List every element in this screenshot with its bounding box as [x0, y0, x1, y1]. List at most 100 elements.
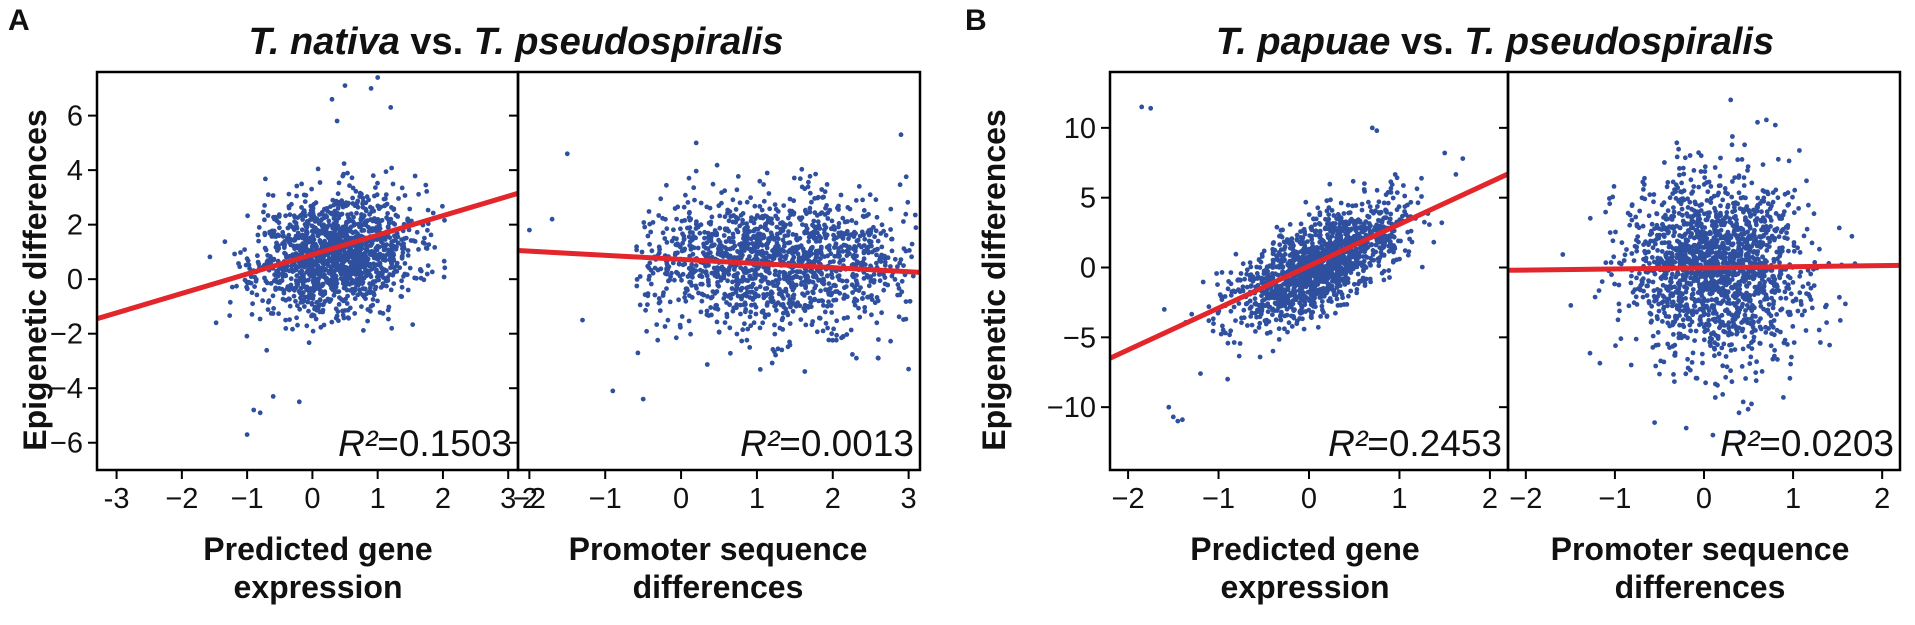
plot-b1-point — [1380, 220, 1385, 225]
plot-a1-point — [362, 213, 367, 218]
plot-b1-point — [1321, 310, 1326, 315]
plot-a2-point — [701, 250, 706, 255]
plot-a2-point — [728, 239, 733, 244]
plot-a1-point — [361, 286, 366, 291]
plot-a2-point — [817, 316, 822, 321]
plot-a2-point — [821, 329, 826, 334]
plot-a1-point — [260, 298, 265, 303]
plot-b1-point — [1238, 341, 1243, 346]
plot-b1-point — [1363, 254, 1368, 259]
plot-a1-y-tick-label: −2 — [50, 319, 83, 351]
plot-b1-points — [1139, 105, 1465, 424]
plot-a1-point — [382, 248, 387, 253]
plot-a2-point — [913, 213, 918, 218]
plot-a2-point — [732, 244, 737, 249]
plot-a2-point — [824, 321, 829, 326]
plot-a2-point — [802, 293, 807, 298]
plot-b1-point — [1333, 311, 1338, 316]
plot-a2-point — [790, 294, 795, 299]
plot-b2-point — [1597, 288, 1602, 293]
plot-a1-point — [297, 307, 302, 312]
plot-b1-point — [1325, 314, 1330, 319]
plot-b1-outlier-point — [1370, 126, 1375, 131]
plot-b1-point — [1220, 324, 1225, 329]
plot-b1-point — [1364, 265, 1369, 270]
plot-a2-point — [706, 278, 711, 283]
plot-a1-point — [329, 320, 334, 325]
plot-a1-point — [374, 268, 379, 273]
plot-a2-point — [788, 305, 793, 310]
plot-b2-point — [1797, 148, 1802, 153]
plot-b1-point — [1248, 277, 1253, 282]
plot-a2-point — [788, 240, 793, 245]
plot-a1-point — [424, 189, 429, 194]
plot-a1-point — [230, 285, 235, 290]
plot-a1-point — [382, 204, 387, 209]
plot-a2-point — [810, 246, 815, 251]
plot-b1-point — [1386, 201, 1391, 206]
plot-b1-point — [1407, 237, 1412, 242]
plot-a2-point — [699, 310, 704, 315]
plot-a2-point — [788, 321, 793, 326]
plot-a2-point — [841, 296, 846, 301]
plot-b1-point — [1233, 318, 1238, 323]
plot-a2-point — [819, 252, 824, 257]
plot-a2-point — [862, 256, 867, 261]
plot-a2-point — [779, 302, 784, 307]
plot-a2-point — [705, 273, 710, 278]
plot-b1-outlier-point — [1162, 307, 1167, 312]
plot-a2-point — [860, 198, 865, 203]
plot-a2-point — [731, 197, 736, 202]
plot-b2-point — [1689, 177, 1694, 182]
plot-a1-point — [347, 218, 352, 223]
plot-a2-point — [730, 292, 735, 297]
plot-a2-point — [811, 291, 816, 296]
plot-a1-point — [368, 217, 373, 222]
plot-a2-point — [808, 300, 813, 305]
plot-a2-point — [808, 206, 813, 211]
plot-b2-point — [1724, 354, 1729, 359]
plot-a1-point — [335, 289, 340, 294]
plot-a2-point — [742, 321, 747, 326]
plot-a2-point — [799, 167, 804, 172]
plot-a1-point — [237, 264, 242, 269]
plot-a2-promoter-differences: −2 −1 0 1 2 32 R²=0.0013 Promoter sequence dif… — [509, 72, 920, 605]
plot-a2-point — [776, 273, 781, 278]
plot-a2-point — [836, 207, 841, 212]
plot-a2-point — [646, 234, 651, 239]
plot-a1-point — [287, 317, 292, 322]
plot-a2-point — [754, 312, 759, 317]
plot-a1-point — [318, 218, 323, 223]
plot-a2-point — [834, 318, 839, 323]
plot-b1-point — [1348, 210, 1353, 215]
plot-b1-point — [1404, 212, 1409, 217]
plot-a1-point — [349, 211, 354, 216]
plot-a1-point — [301, 290, 306, 295]
plot-b1-point — [1297, 262, 1302, 267]
plot-b1-point — [1267, 319, 1272, 324]
plot-a2-point — [717, 330, 722, 335]
plot-b1-point — [1282, 240, 1287, 245]
plot-a2-point — [765, 227, 770, 232]
plot-a2-point — [878, 278, 883, 283]
plot-a2-point — [781, 311, 786, 316]
plot-a2-point — [765, 171, 770, 176]
plot-a2-point — [828, 286, 833, 291]
plot-a2-point — [768, 296, 773, 301]
plot-a2-point — [764, 243, 769, 248]
plot-a2-point — [711, 243, 716, 248]
plot-a2-point — [757, 179, 762, 184]
plot-b1-point — [1369, 243, 1374, 248]
plot-a2-point — [874, 197, 879, 202]
panel-b-title-vs: vs. — [1390, 21, 1464, 63]
plot-a2-point — [661, 230, 666, 235]
plot-a1-point — [322, 291, 327, 296]
plot-a2-point — [794, 236, 799, 241]
plot-a2-point — [803, 284, 808, 289]
plot-a2-point — [680, 249, 685, 254]
plot-b1-point — [1395, 190, 1400, 195]
plot-a1-point — [415, 230, 420, 235]
plot-a1-point — [311, 206, 316, 211]
plot-a1-point — [266, 307, 271, 312]
plot-b1-point — [1295, 233, 1300, 238]
